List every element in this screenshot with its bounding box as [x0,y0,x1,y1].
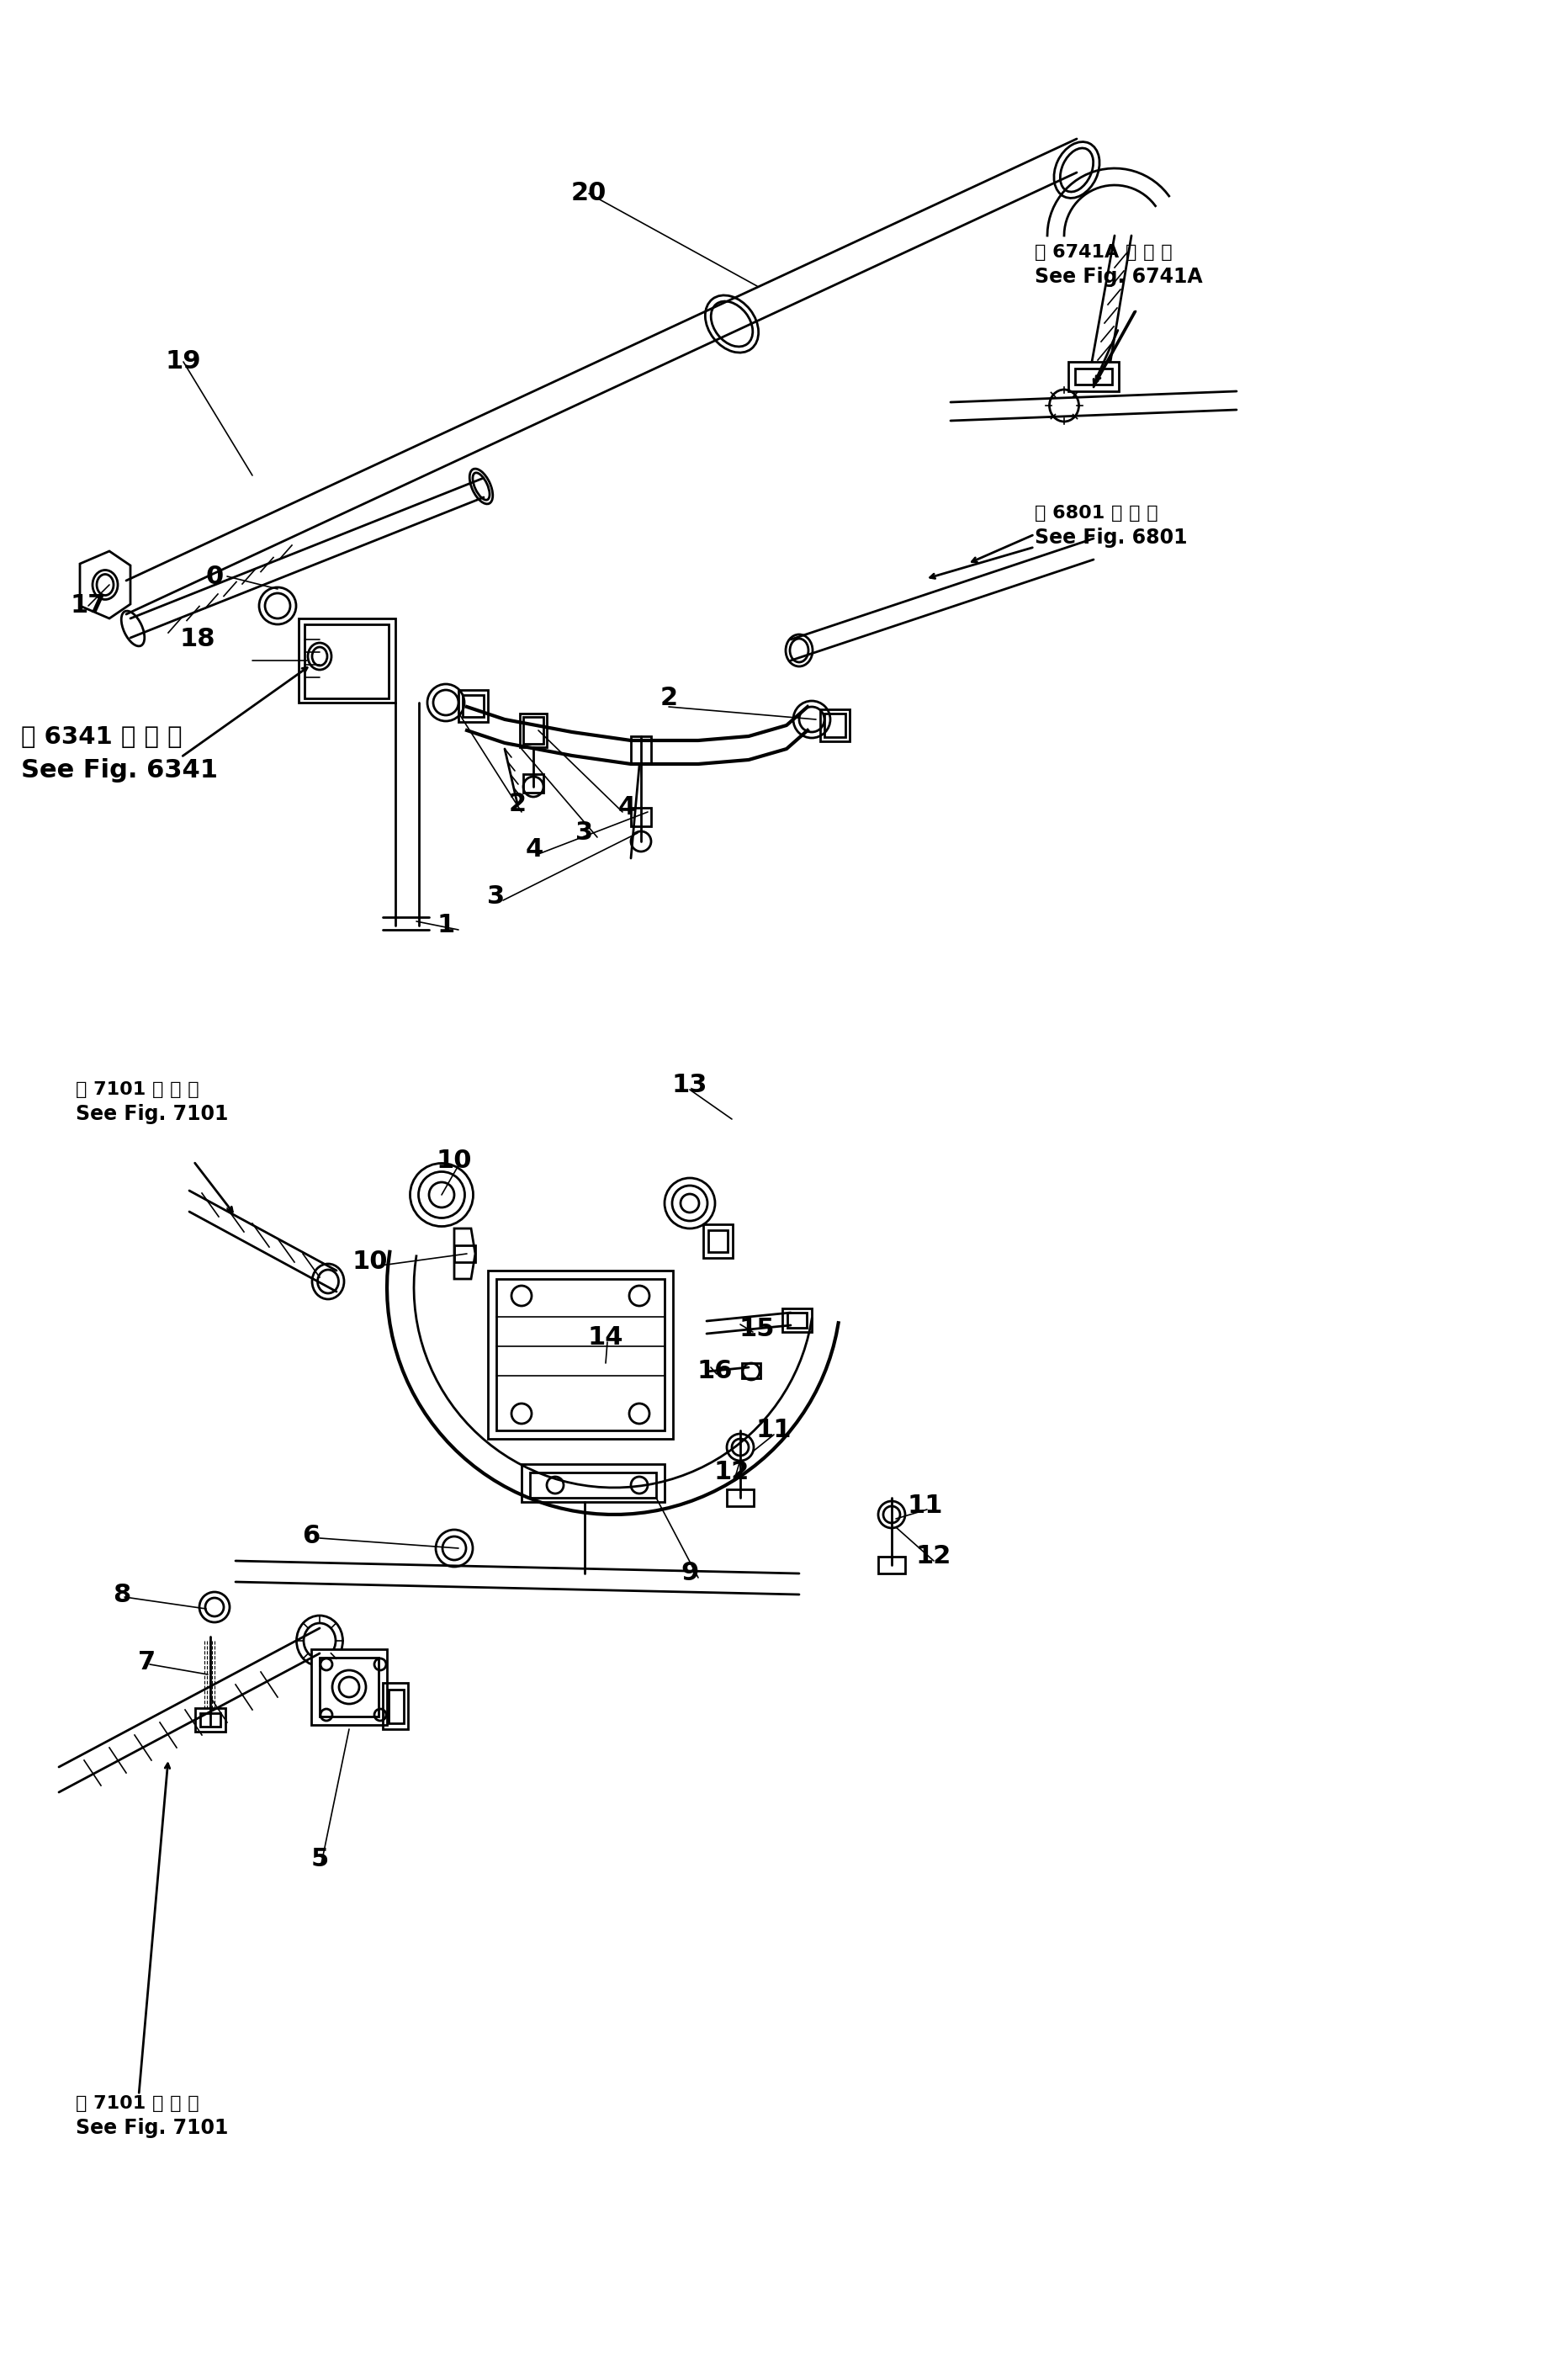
Text: 20: 20 [571,181,607,205]
Text: 2: 2 [660,686,677,712]
Text: 2: 2 [508,792,525,815]
Bar [488,1270,673,1440]
Ellipse shape [428,1183,455,1206]
Ellipse shape [681,1194,699,1213]
Text: 6: 6 [303,1524,320,1548]
Text: 第 6801 図 参 照: 第 6801 図 参 照 [1035,504,1157,521]
Bar [707,1230,728,1251]
Text: 第 6741A 図 参 照: 第 6741A 図 参 照 [1035,245,1171,262]
Text: 13: 13 [671,1074,707,1098]
Text: 19: 19 [165,349,201,375]
Text: 15: 15 [739,1317,775,1341]
Bar [823,714,845,737]
Text: See Fig. 6741A: See Fig. 6741A [1035,266,1203,287]
Text: 3: 3 [575,820,593,846]
Circle shape [205,1597,224,1616]
Bar [878,1557,905,1574]
Text: 14: 14 [588,1326,622,1350]
Bar [463,695,483,716]
Bar [524,716,543,744]
Bar [742,1364,760,1378]
Text: 9: 9 [681,1562,698,1586]
Circle shape [883,1505,900,1522]
Bar [495,1279,665,1430]
Bar [820,709,850,742]
Text: 7: 7 [138,1649,155,1675]
Bar [1074,368,1112,384]
Text: See Fig. 6801: See Fig. 6801 [1035,528,1187,547]
Text: 10: 10 [436,1150,472,1173]
Bar [530,1472,655,1498]
Text: 10: 10 [353,1251,387,1275]
Text: 12: 12 [916,1546,952,1569]
Text: See Fig. 7101: See Fig. 7101 [75,2118,229,2137]
Text: 第 7101 図 参 照: 第 7101 図 参 照 [75,1081,199,1098]
Bar [320,1659,378,1718]
Bar [458,690,488,721]
Bar [630,808,651,827]
Text: 5: 5 [310,1847,328,1871]
Text: 11: 11 [906,1494,942,1517]
Bar [702,1225,732,1258]
Bar [304,624,389,697]
Text: 第 7101 図 参 照: 第 7101 図 参 照 [75,2094,199,2111]
Bar [383,1682,408,1729]
Text: 0: 0 [205,563,223,589]
Bar [201,1713,220,1727]
Bar [298,617,395,702]
Bar [1068,363,1118,391]
Bar [726,1489,753,1505]
Text: 12: 12 [713,1461,750,1484]
Bar [787,1312,806,1329]
Text: 11: 11 [756,1418,792,1442]
Text: 18: 18 [180,627,215,653]
Bar [310,1649,387,1725]
Text: 4: 4 [618,796,635,820]
Text: 4: 4 [525,839,543,862]
Text: 8: 8 [113,1583,130,1607]
Bar [524,775,543,792]
Bar [630,735,651,763]
Text: See Fig. 7101: See Fig. 7101 [75,1103,229,1124]
Bar [389,1689,403,1722]
Bar [455,1246,475,1263]
Bar [521,1463,665,1503]
Text: See Fig. 6341: See Fig. 6341 [20,759,218,782]
Circle shape [731,1440,748,1456]
Text: 17: 17 [71,594,107,617]
Bar [194,1708,226,1732]
Text: 3: 3 [488,884,505,909]
Text: 第 6341 図 参 照: 第 6341 図 参 照 [20,726,182,749]
Bar [782,1308,811,1331]
Bar [519,714,547,747]
Text: 16: 16 [696,1359,732,1383]
Text: 1: 1 [436,914,455,938]
